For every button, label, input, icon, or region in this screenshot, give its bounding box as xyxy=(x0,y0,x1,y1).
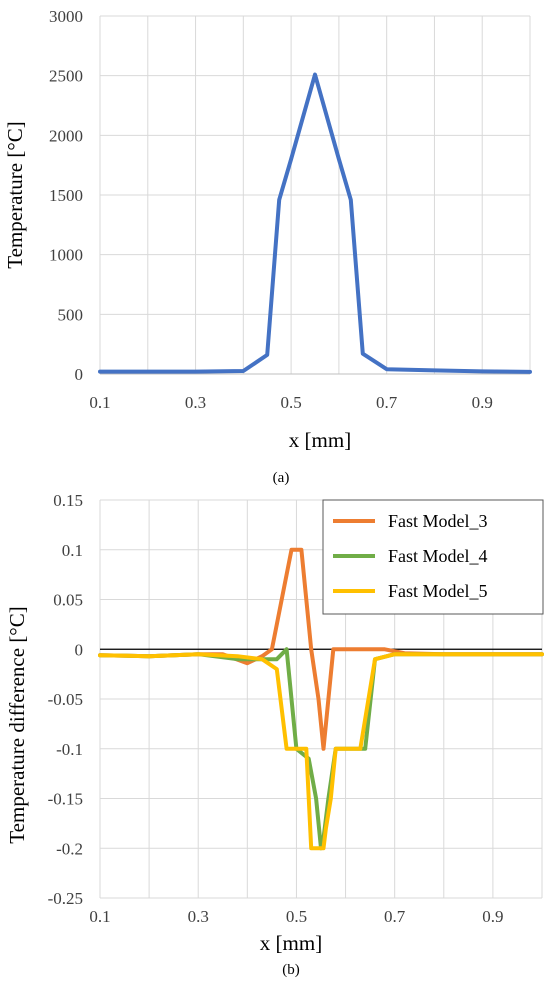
chart-a-gridlines xyxy=(99,15,531,375)
x-tick-label: 0.3 xyxy=(188,907,209,926)
x-tick-label: 0.9 xyxy=(472,393,493,412)
y-tick-label: 0 xyxy=(75,365,84,384)
chart-b-x-tick-labels: 0.1 0.3 0.5 0.7 0.9 xyxy=(89,907,503,926)
y-tick-label: -0.15 xyxy=(48,790,83,809)
chart-a-axes xyxy=(99,16,530,375)
chart-a-y-axis-label: Temperature [°C] xyxy=(3,121,27,268)
x-tick-label: 0.3 xyxy=(185,393,206,412)
y-tick-label: 0 xyxy=(75,640,84,659)
chart-a-x-axis-label: x [mm] xyxy=(289,428,351,452)
y-tick-label: 0.15 xyxy=(53,491,83,510)
y-tick-label: -0.2 xyxy=(56,839,83,858)
y-tick-label: 1500 xyxy=(49,186,83,205)
chart-a-y-tick-labels: 0 500 1000 1500 2000 2500 3000 xyxy=(49,7,83,384)
legend-label-fast-model-4: Fast Model_4 xyxy=(388,546,488,566)
legend-label-fast-model-3: Fast Model_3 xyxy=(388,511,488,531)
y-tick-label: 2000 xyxy=(49,126,83,145)
x-tick-label: 0.7 xyxy=(376,393,398,412)
chart-b-series xyxy=(98,547,544,851)
y-tick-label: -0.25 xyxy=(48,889,83,908)
y-tick-label: 1000 xyxy=(49,246,83,265)
chart-b-legend: Fast Model_3 Fast Model_4 Fast Model_5 xyxy=(322,499,544,615)
x-tick-label: 0.1 xyxy=(89,393,110,412)
chart-b-axes xyxy=(99,500,542,898)
chart-b-panel-label: (b) xyxy=(282,962,300,978)
chart-a-series xyxy=(98,72,532,374)
x-tick-label: 0.1 xyxy=(89,907,110,926)
x-tick-label: 0.5 xyxy=(286,907,307,926)
y-tick-label: 3000 xyxy=(49,7,83,26)
y-tick-label: 0.05 xyxy=(53,591,83,610)
y-tick-label: -0.05 xyxy=(48,690,83,709)
chart-b-x-axis-label: x [mm] xyxy=(260,931,322,955)
temperature-chart: 0 500 1000 1500 2000 2500 3000 0.1 0.3 0.5 0.7 0.9… xyxy=(3,7,532,486)
chart-a-x-tick-labels: 0.1 0.3 0.5 0.7 0.9 xyxy=(89,393,492,412)
x-tick-label: 0.9 xyxy=(482,907,503,926)
series-line-fast-model-5 xyxy=(98,652,544,851)
chart-b-y-tick-labels: -0.25 -0.2 -0.15 -0.1 -0.05 0 0.05 0.1 0.15 xyxy=(48,491,83,908)
y-tick-label: 0.1 xyxy=(62,541,83,560)
y-tick-label: -0.1 xyxy=(56,740,83,759)
x-tick-label: 0.5 xyxy=(280,393,301,412)
y-tick-label: 500 xyxy=(58,305,84,324)
y-tick-label: 2500 xyxy=(49,67,83,86)
legend-label-fast-model-5: Fast Model_5 xyxy=(388,581,488,601)
chart-a-panel-label: (a) xyxy=(273,470,290,486)
chart-b-y-axis-label: Temperature difference [°C] xyxy=(5,606,29,843)
series-line-chart-a-series-0 xyxy=(98,72,532,374)
x-tick-label: 0.7 xyxy=(384,907,406,926)
